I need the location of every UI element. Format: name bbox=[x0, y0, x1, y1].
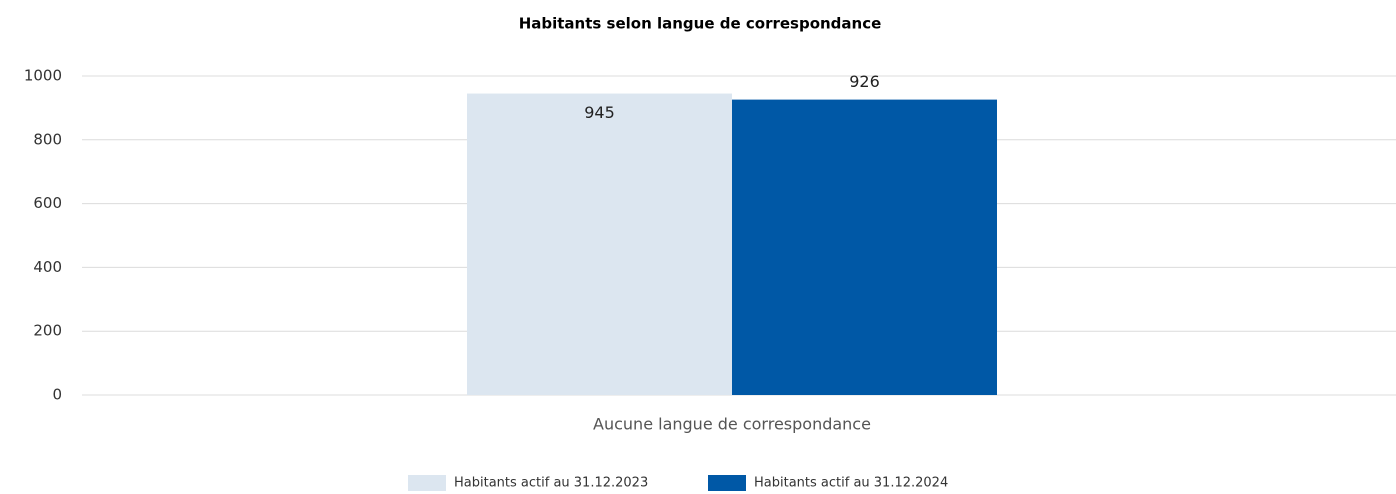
bar bbox=[732, 99, 997, 395]
legend-swatch bbox=[408, 475, 446, 491]
y-tick-label: 400 bbox=[33, 258, 62, 276]
data-label: 926 bbox=[849, 72, 880, 91]
legend-label: Habitants actif au 31.12.2023 bbox=[454, 476, 648, 491]
chart-title: Habitants selon langue de correspondance bbox=[519, 15, 882, 33]
x-tick-label: Aucune langue de correspondance bbox=[593, 415, 871, 434]
data-label: 945 bbox=[584, 103, 615, 122]
legend-swatch bbox=[708, 475, 746, 491]
y-tick-label: 0 bbox=[52, 386, 62, 404]
legend-label: Habitants actif au 31.12.2024 bbox=[754, 476, 948, 491]
bar bbox=[467, 93, 732, 396]
y-tick-label: 1000 bbox=[24, 67, 62, 85]
y-tick-label: 200 bbox=[33, 322, 62, 340]
y-tick-label: 600 bbox=[33, 194, 62, 212]
y-tick-label: 800 bbox=[33, 130, 62, 148]
